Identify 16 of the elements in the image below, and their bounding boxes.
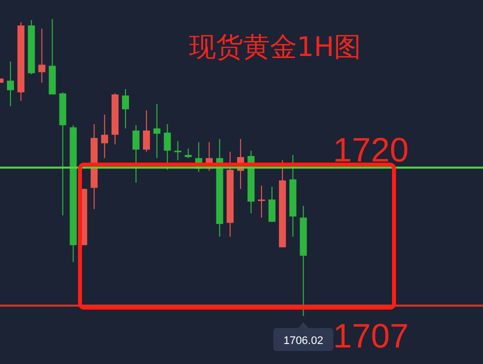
candlestick [122,88,130,129]
candlestick [132,124,140,184]
candlestick [6,61,14,107]
ref-line-label: 1720 [333,132,409,170]
annotation: 1706.02 [283,335,324,348]
candlestick [142,110,150,152]
text: 现货黄金1H图 [188,32,362,63]
candlestick [153,104,160,159]
ref-line-label: 1707 [333,318,409,356]
candlestick [101,114,108,159]
candlestick [38,28,46,84]
candlestick [258,185,265,218]
candlestick [174,140,182,161]
candlestick [164,124,171,170]
candlestick [184,148,192,159]
candlestick [268,186,276,222]
